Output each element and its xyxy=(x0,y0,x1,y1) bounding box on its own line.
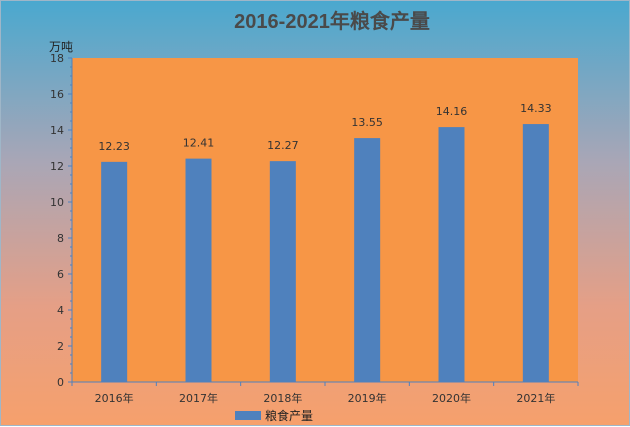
legend: 粮食产量 xyxy=(235,408,313,423)
legend-label: 粮食产量 xyxy=(265,408,313,423)
data-label: 12.41 xyxy=(183,137,215,150)
y-tick-label: 8 xyxy=(57,232,64,245)
x-axis: 2016年 2017年 2018年 2019年 2020年 2021年 xyxy=(71,381,579,405)
bar xyxy=(185,158,212,382)
y-axis-unit-label: 万吨 xyxy=(49,40,73,54)
bar xyxy=(438,127,465,383)
x-tick-label: 2021年 xyxy=(516,391,555,405)
legend-swatch xyxy=(235,411,261,420)
y-tick-label: 14 xyxy=(50,124,64,137)
y-axis: 0 2 4 6 8 10 12 14 16 18 xyxy=(50,52,73,389)
y-tick-label: 6 xyxy=(57,268,64,281)
chart-title: 2016-2021年粮食产量 xyxy=(234,9,430,33)
x-tick-label: 2020年 xyxy=(432,391,471,405)
bar xyxy=(522,124,549,382)
y-tick-label: 16 xyxy=(50,88,64,101)
x-tick-label: 2016年 xyxy=(95,391,134,405)
data-label: 14.33 xyxy=(520,102,552,115)
bar xyxy=(101,161,128,382)
data-label: 13.55 xyxy=(351,116,383,129)
data-label: 12.27 xyxy=(267,139,299,152)
y-tick-label: 4 xyxy=(57,304,64,317)
x-tick-label: 2017年 xyxy=(179,391,218,405)
bars-group xyxy=(101,124,549,383)
y-tick-label: 12 xyxy=(50,160,64,173)
data-label: 14.16 xyxy=(436,105,468,118)
y-tick-label: 0 xyxy=(57,376,64,389)
data-labels-group: 12.23 12.41 12.27 13.55 14.16 14.33 xyxy=(98,102,551,153)
y-tick-label: 18 xyxy=(50,52,64,65)
plot-area xyxy=(72,58,578,382)
x-tick-label: 2018年 xyxy=(263,391,302,405)
bar xyxy=(354,138,381,382)
x-tick-label: 2019年 xyxy=(348,391,387,405)
y-tick-label: 2 xyxy=(57,340,64,353)
data-label: 12.23 xyxy=(98,140,130,153)
y-tick-label: 10 xyxy=(50,196,64,209)
bar xyxy=(269,161,296,382)
